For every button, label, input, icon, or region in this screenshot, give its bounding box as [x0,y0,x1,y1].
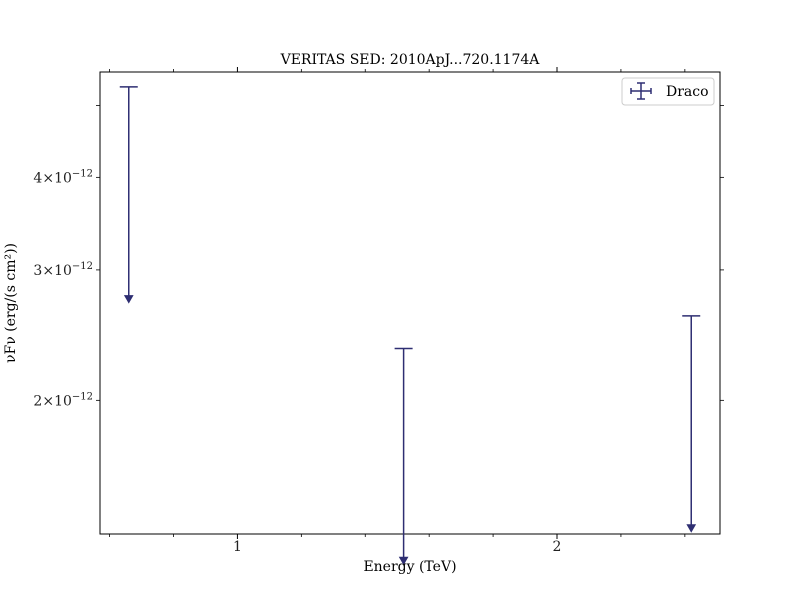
upper-limit-arrowhead [123,295,134,304]
upper-limit-point [394,347,413,566]
upper-limit-point [119,86,138,304]
legend-marker [630,82,652,100]
y-tick-label: 4×10−12 [33,168,93,186]
legend: Draco [621,77,715,106]
y-tick-label: 3×10−12 [33,261,93,279]
x-tick-label: 2 [553,539,562,555]
y-axis-title: νFν (erg/(s cm²)) [3,243,19,363]
chart-title: VERITAS SED: 2010ApJ...720.1174A [280,52,541,68]
upper-limit-arrowhead [398,556,409,566]
data-series [119,86,701,566]
upper-limit-point [682,315,701,533]
plot-area [99,71,721,535]
y-tick-label: 2×10−12 [33,391,93,409]
x-tick-label: 1 [233,539,242,555]
legend-label: Draco [666,84,709,100]
y-axis: 2×10−12 3×10−12 4×10−12 [33,105,724,409]
x-axis-title: Energy (TeV) [363,559,456,575]
upper-limit-arrowhead [686,524,697,533]
